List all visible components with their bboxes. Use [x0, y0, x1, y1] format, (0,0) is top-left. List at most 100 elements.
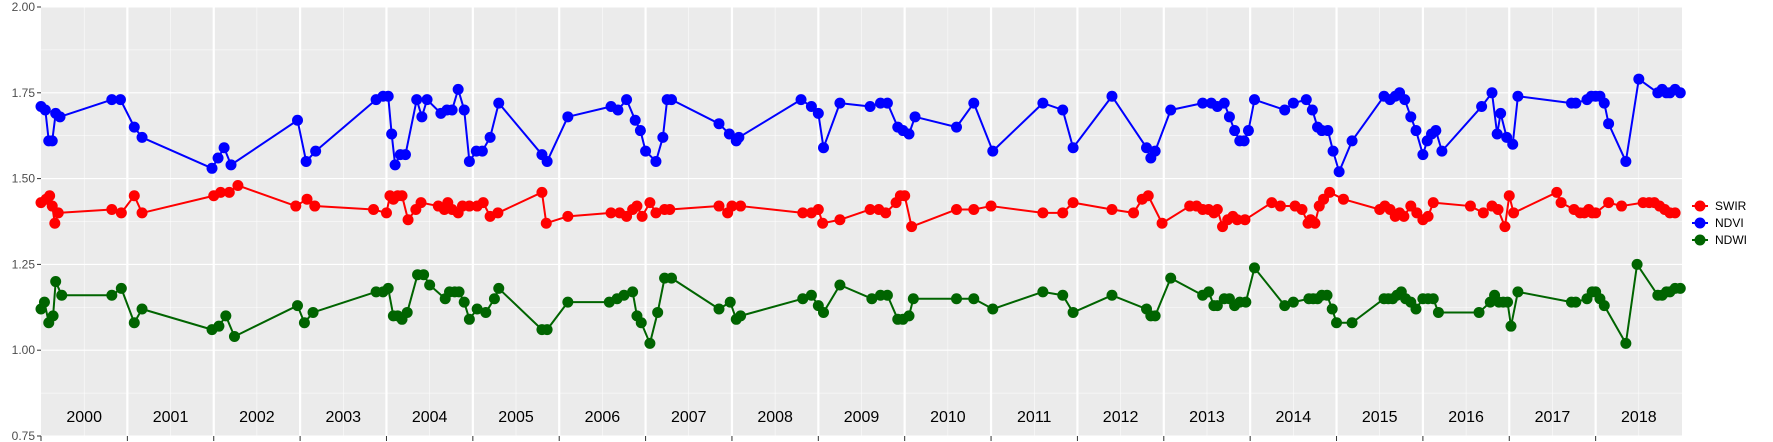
year-label-2015: 2015 [1362, 409, 1398, 426]
ndwi-point [1631, 258, 1643, 270]
ndwi-point [1211, 300, 1223, 312]
ndvi-point [881, 97, 893, 109]
swir-point [1422, 210, 1434, 222]
ndvi-point [834, 97, 846, 109]
ndvi-point [1495, 107, 1507, 119]
swir-point [1603, 197, 1615, 209]
ndvi-point [541, 155, 553, 167]
swir-point [106, 203, 118, 215]
ndvi-point [1287, 97, 1299, 109]
legend-key-point-ndwi [1694, 234, 1706, 246]
ndwi-point [382, 282, 394, 294]
swir-point [49, 217, 61, 229]
ndvi-point [1057, 104, 1069, 116]
swir-point [115, 207, 127, 219]
swir-point [562, 210, 574, 222]
y-tick-label: 0.75 [12, 429, 36, 442]
ndvi-point [484, 131, 496, 143]
year-label-2005: 2005 [498, 409, 534, 426]
ndwi-point [903, 310, 915, 322]
ndwi-point [47, 310, 59, 322]
ndvi-point [1633, 73, 1645, 85]
ndwi-point [1165, 272, 1177, 284]
ndwi-point [480, 306, 492, 318]
ndwi-point [541, 324, 553, 336]
swir-point [52, 207, 64, 219]
ndvi-point [1430, 125, 1442, 137]
ndvi-point [634, 125, 646, 137]
swir-point [817, 217, 829, 229]
swir-point [223, 186, 235, 198]
year-label-2013: 2013 [1189, 409, 1225, 426]
ndvi-point [1229, 125, 1241, 137]
ndwi-point [1037, 286, 1049, 298]
swir-point [864, 203, 876, 215]
swir-point [44, 190, 56, 202]
ndvi-point [640, 145, 652, 157]
swir-point [301, 193, 313, 205]
ndvi-point [795, 94, 807, 106]
ndwi-point [1106, 289, 1118, 301]
ndvi-point [46, 135, 58, 147]
year-label-2006: 2006 [585, 409, 621, 426]
ndvi-point [416, 111, 428, 123]
ndvi-point [310, 145, 322, 157]
y-tick-label: 1.75 [12, 86, 36, 100]
swir-point [402, 214, 414, 226]
ndwi-point [115, 282, 127, 294]
ndwi-point [1057, 289, 1069, 301]
year-label-2008: 2008 [757, 409, 793, 426]
ndwi-point [1279, 300, 1291, 312]
ndvi-point [212, 152, 224, 164]
ndvi-point [1476, 101, 1488, 113]
ndvi-point [805, 101, 817, 113]
legend-key-point-ndvi [1694, 217, 1706, 229]
ndvi-point [386, 128, 398, 140]
ndwi-point [458, 296, 470, 308]
swir-point [1106, 203, 1118, 215]
ndvi-point [452, 83, 464, 95]
ndwi-point [562, 296, 574, 308]
ndvi-point [1238, 135, 1250, 147]
swir-point [1551, 186, 1563, 198]
swir-point [396, 190, 408, 202]
ndvi-point [114, 94, 126, 106]
ndvi-point [1491, 128, 1503, 140]
swir-point [215, 186, 227, 198]
ndvi-point [1300, 94, 1312, 106]
ndvi-point [446, 104, 458, 116]
swir-point [605, 207, 617, 219]
ndwi-point [805, 289, 817, 301]
year-label-2014: 2014 [1276, 409, 1312, 426]
ndvi-point [864, 101, 876, 113]
swir-point [1324, 186, 1336, 198]
swir-point [812, 203, 824, 215]
ndvi-point [629, 114, 641, 126]
ndvi-point [493, 97, 505, 109]
x-axis [40, 436, 1597, 441]
ndvi-point [421, 94, 433, 106]
ndvi-point [1598, 97, 1610, 109]
ndvi-point [300, 155, 312, 167]
y-tick-label: 2.00 [12, 0, 36, 14]
ndvi-point [1037, 97, 1049, 109]
year-label-2017: 2017 [1535, 409, 1571, 426]
swir-point [1309, 217, 1321, 229]
ndvi-point [987, 145, 999, 157]
ndvi-point [1333, 166, 1345, 178]
ndvi-point [1399, 94, 1411, 106]
swir-point [1590, 207, 1602, 219]
swir-point [1266, 197, 1278, 209]
legend-key-point-swir [1694, 200, 1706, 212]
ndwi-point [818, 306, 829, 318]
swir-point [1508, 207, 1520, 219]
ndvi-point [1327, 145, 1339, 157]
swir-point [636, 210, 648, 222]
swir-point [1499, 221, 1511, 233]
swir-point [968, 203, 980, 215]
ndwi-point [797, 293, 809, 305]
ndvi-point [621, 94, 633, 106]
swir-point [1464, 200, 1476, 212]
ndvi-point [968, 97, 980, 109]
ndwi-point [1326, 303, 1338, 315]
